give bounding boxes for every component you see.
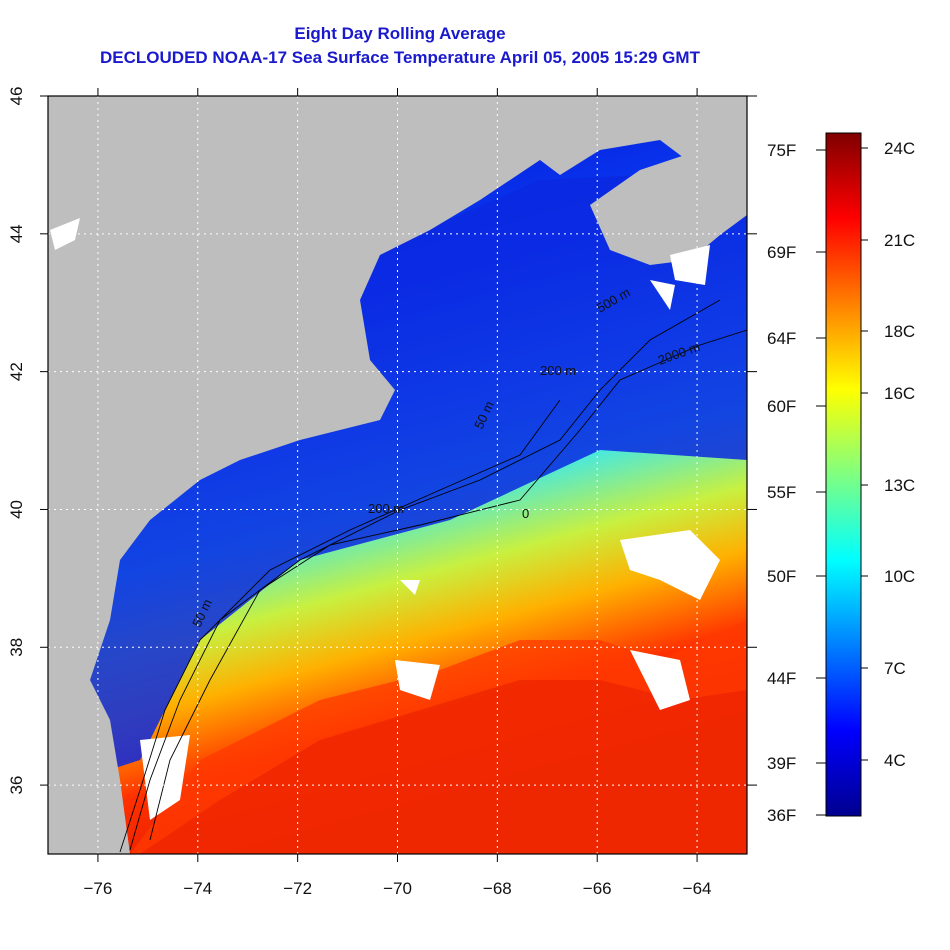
colorbar: 24C 21C 18C 16C 13C 10C 7C 4C 75F 69F 64F 60F 55F 50…: [767, 132, 915, 825]
colorbar-ramp: [825, 132, 862, 817]
colorbar-celsius-label: 18C: [884, 322, 915, 341]
contour-label-200m-east: 200 m: [540, 363, 576, 378]
lon-tick-label: −76: [84, 879, 113, 898]
lat-tick-label: 46: [7, 87, 26, 106]
colorbar-celsius-label: 10C: [884, 567, 915, 586]
map-title: Eight Day Rolling Average: [294, 24, 506, 43]
colorbar-celsius-labels: 24C 21C 18C 16C 13C 10C 7C 4C: [861, 139, 915, 770]
colorbar-fahrenheit-label: 55F: [767, 483, 796, 502]
graticule: [48, 96, 747, 854]
lat-tick-label: 42: [7, 362, 26, 381]
contour-label-200m: 200 m: [368, 501, 404, 516]
colorbar-fahrenheit-label: 36F: [767, 806, 796, 825]
longitude-axis: −76 −74 −72 −70 −68 −66 −64: [84, 88, 712, 898]
colorbar-fahrenheit-label: 50F: [767, 567, 796, 586]
bathymetry-contours: [119, 299, 747, 853]
map-subtitle: DECLOUDED NOAA-17 Sea Surface Temperatur…: [100, 48, 700, 67]
lon-tick-label: −68: [483, 879, 512, 898]
colorbar-fahrenheit-label: 60F: [767, 397, 796, 416]
colorbar-celsius-label: 16C: [884, 384, 915, 403]
land-mass: [48, 96, 747, 854]
lon-tick-label: −74: [183, 879, 212, 898]
colorbar-celsius-label: 7C: [884, 659, 906, 678]
lon-tick-label: −64: [683, 879, 712, 898]
lon-tick-label: −66: [583, 879, 612, 898]
lat-tick-label: 36: [7, 776, 26, 795]
colorbar-fahrenheit-label: 69F: [767, 243, 796, 262]
colorbar-celsius-label: 24C: [884, 139, 915, 158]
land-nova-scotia: [590, 145, 747, 265]
lon-tick-label: −70: [383, 879, 412, 898]
lon-tick-label: −72: [283, 879, 312, 898]
colorbar-fahrenheit-label: 75F: [767, 141, 796, 160]
colorbar-fahrenheit-labels: 75F 69F 64F 60F 55F 50F 44F 39F 36F: [767, 141, 826, 825]
lat-tick-label: 44: [7, 224, 26, 243]
colorbar-fahrenheit-label: 44F: [767, 669, 796, 688]
colorbar-celsius-label: 4C: [884, 751, 906, 770]
colorbar-celsius-label: 13C: [884, 476, 915, 495]
lat-tick-label: 38: [7, 638, 26, 657]
colorbar-fahrenheit-label: 39F: [767, 754, 796, 773]
lat-tick-label: 40: [7, 500, 26, 519]
latitude-axis: 36 38 40 42 44 46: [7, 87, 757, 795]
colorbar-fahrenheit-label: 64F: [767, 329, 796, 348]
cloud-patches: [50, 218, 720, 820]
map-area: 50 m 50 m 200 m 200 m 500 m 2000 m 0: [48, 96, 747, 854]
colorbar-celsius-label: 21C: [884, 231, 915, 250]
gulf-stream-core: [140, 680, 747, 854]
contour-label-zero: 0: [522, 506, 529, 521]
